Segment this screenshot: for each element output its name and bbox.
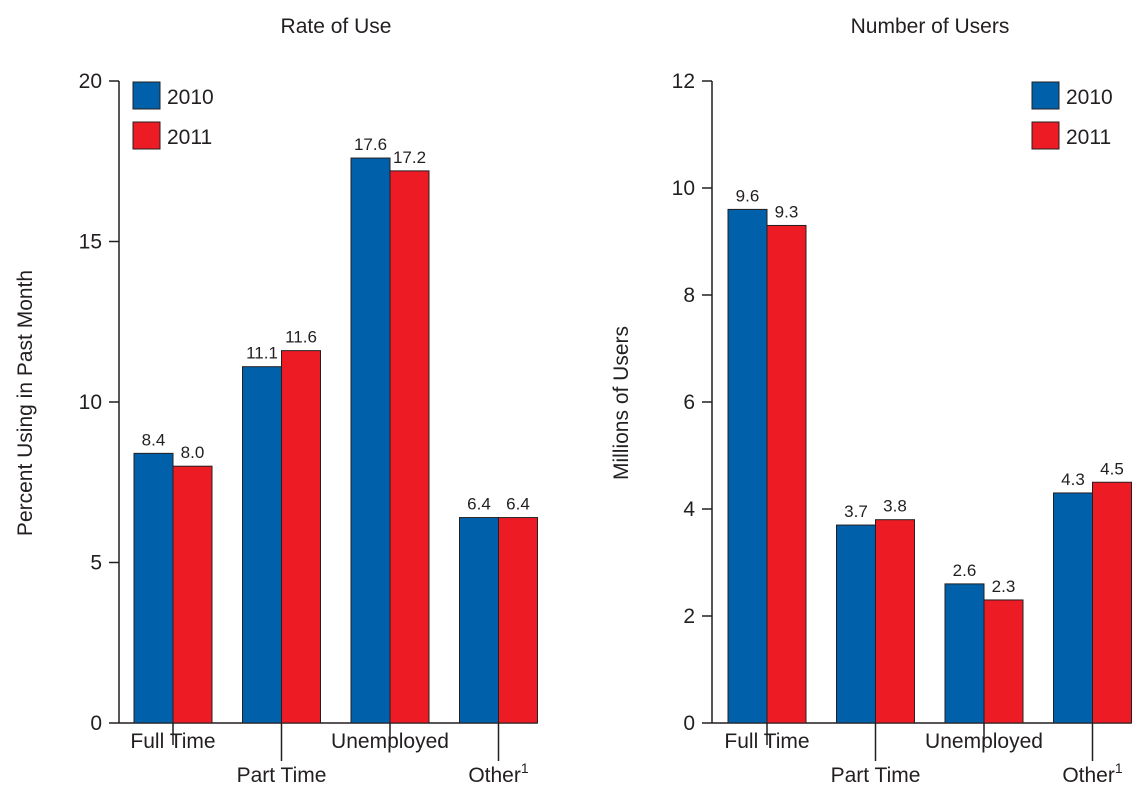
- y-tick-label: 12: [672, 70, 695, 93]
- bar-2011-unemployed: [389, 170, 430, 724]
- data-label: 9.6: [736, 186, 760, 205]
- category-name: Part Time: [831, 764, 921, 787]
- chart-title: Rate of Use: [281, 15, 392, 38]
- category-name: Full Time: [130, 730, 215, 753]
- x-category-label: Other1: [1062, 760, 1123, 787]
- legend-label: 2010: [1066, 86, 1113, 109]
- y-tick-label: 6: [683, 391, 695, 414]
- x-category-label: Full Time: [130, 730, 215, 753]
- bar-2011-full-time: [766, 224, 807, 724]
- x-category-label: Full Time: [724, 730, 809, 753]
- legend-swatch-2011: [1031, 121, 1060, 150]
- legend-swatch-2010: [1031, 81, 1060, 110]
- bar-2010-full-time: [133, 452, 174, 724]
- y-tick-label: 10: [672, 177, 695, 200]
- y-tick-label: 10: [79, 391, 102, 414]
- y-tick-label: 0: [683, 712, 695, 735]
- legend-swatch-2010: [132, 81, 161, 110]
- data-label: 3.7: [844, 502, 868, 521]
- data-label: 17.2: [393, 148, 426, 167]
- legend-label: 2011: [1066, 126, 1111, 149]
- category-name: Unemployed: [925, 730, 1043, 753]
- data-label: 2.3: [992, 577, 1016, 596]
- bar-2011-other: [498, 517, 538, 724]
- data-label: 6.4: [506, 495, 530, 514]
- category-superscript: 1: [1115, 760, 1123, 776]
- number-of-users-chart: Number of Users Millions of Users 0 2 4 6 8 10 1…: [610, 15, 1132, 787]
- y-tick-label: 0: [90, 712, 102, 735]
- bar-2011-part-time: [281, 350, 321, 724]
- data-label: 11.1: [246, 344, 278, 363]
- bar-2010-full-time: [727, 208, 768, 724]
- data-label: 6.4: [467, 495, 491, 514]
- bar-2010-part-time: [242, 366, 282, 724]
- x-category-label: Unemployed: [331, 730, 449, 753]
- bar-2011-part-time: [875, 519, 915, 724]
- rate-of-use-chart: Rate of Use Percent Using in Past Month 0 5…: [14, 15, 538, 787]
- data-label: 4.5: [1100, 459, 1124, 478]
- category-name: Unemployed: [331, 730, 449, 753]
- data-label: 9.3: [775, 202, 799, 221]
- bar-2010-other: [1053, 492, 1093, 724]
- legend-label: 2011: [167, 126, 212, 149]
- category-name: Full Time: [724, 730, 809, 753]
- bar-2010-unemployed: [944, 583, 985, 724]
- data-label: 3.8: [883, 497, 907, 516]
- x-category-label: Part Time: [237, 764, 327, 787]
- category-name: Part Time: [237, 764, 327, 787]
- bar-2010-unemployed: [350, 157, 391, 724]
- data-label: 4.3: [1061, 470, 1085, 489]
- data-label: 8.4: [142, 430, 166, 449]
- data-label: 11.6: [285, 328, 317, 347]
- data-label: 2.6: [953, 561, 977, 580]
- data-label: 8.0: [181, 443, 205, 462]
- bar-2011-unemployed: [983, 599, 1024, 724]
- y-axis-label: Percent Using in Past Month: [14, 270, 37, 536]
- category-name: Other: [468, 764, 521, 787]
- x-category-label: Part Time: [831, 764, 921, 787]
- legend-swatch-2011: [132, 121, 161, 150]
- bar-2011-other: [1092, 481, 1132, 724]
- x-category-label: Unemployed: [925, 730, 1043, 753]
- y-axis-label: Millions of Users: [610, 326, 633, 480]
- category-superscript: 1: [521, 760, 529, 776]
- x-category-label: Other1: [468, 760, 529, 787]
- legend-label: 2010: [167, 86, 214, 109]
- data-label: 17.6: [354, 135, 387, 154]
- y-tick-label: 4: [683, 498, 695, 521]
- y-tick-label: 5: [90, 552, 102, 575]
- y-tick-label: 2: [683, 605, 695, 628]
- y-tick-label: 20: [79, 70, 102, 93]
- bar-2010-other: [459, 517, 499, 724]
- bar-2010-part-time: [836, 524, 876, 724]
- bar-2011-full-time: [172, 465, 213, 724]
- y-tick-label: 8: [683, 284, 695, 307]
- chart-title: Number of Users: [851, 15, 1010, 38]
- category-name: Other: [1062, 764, 1115, 787]
- y-tick-label: 15: [79, 231, 102, 254]
